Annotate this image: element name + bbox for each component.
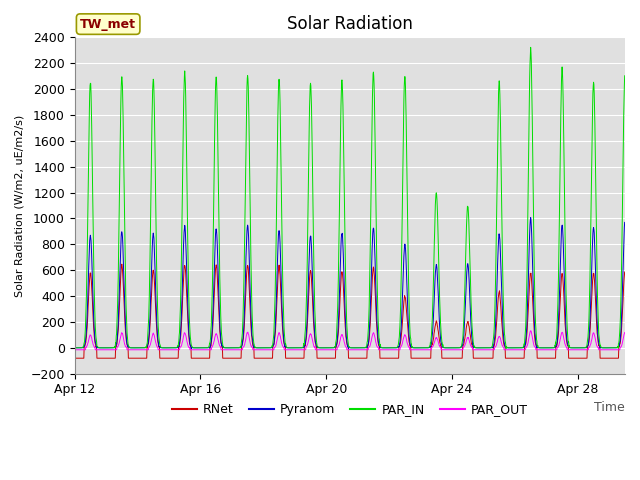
Line: PAR_OUT: PAR_OUT (75, 331, 625, 350)
PAR_IN (228, 345, 236, 351)
Title: Solar Radiation: Solar Radiation (287, 15, 413, 33)
RNet (323, 355, 330, 361)
PAR_IN (118, 78, 126, 84)
Pyranom (71, 345, 79, 351)
Pyranom (269, 343, 277, 348)
Pyranom (279, 326, 287, 332)
RNet (440, 355, 447, 361)
PAR_OUT (228, 347, 236, 353)
PAR_IN (527, 45, 534, 50)
Legend: RNet, Pyranom, PAR_IN, PAR_OUT: RNet, Pyranom, PAR_IN, PAR_OUT (166, 398, 533, 421)
Text: TW_met: TW_met (80, 18, 136, 31)
PAR_OUT (269, 347, 276, 353)
Pyranom (228, 345, 236, 351)
RNet (621, 269, 628, 275)
PAR_OUT (279, 343, 287, 349)
PAR_OUT (71, 347, 79, 353)
PAR_IN (71, 345, 79, 351)
Pyranom (323, 345, 330, 351)
Pyranom (440, 345, 447, 350)
Pyranom (188, 346, 195, 351)
PAR_IN (621, 73, 628, 79)
PAR_OUT (439, 347, 447, 353)
Text: Time: Time (595, 401, 625, 414)
RNet (118, 261, 125, 267)
RNet (118, 266, 126, 272)
PAR_OUT (527, 328, 534, 334)
RNet (228, 355, 236, 361)
Line: Pyranom: Pyranom (75, 217, 625, 348)
RNet (71, 355, 79, 361)
Line: RNet: RNet (75, 264, 625, 358)
RNet (269, 343, 277, 349)
Pyranom (118, 230, 126, 236)
PAR_OUT (322, 347, 330, 353)
Y-axis label: Solar Radiation (W/m2, uE/m2/s): Solar Radiation (W/m2, uE/m2/s) (15, 114, 25, 297)
PAR_IN (439, 344, 447, 349)
Line: PAR_IN: PAR_IN (75, 48, 625, 348)
Pyranom (527, 215, 534, 220)
PAR_OUT (621, 330, 628, 336)
Pyranom (621, 219, 628, 225)
PAR_IN (502, 346, 510, 351)
RNet (279, 333, 287, 338)
PAR_IN (322, 345, 330, 351)
PAR_IN (279, 275, 287, 280)
PAR_OUT (118, 331, 126, 336)
PAR_IN (269, 340, 276, 346)
